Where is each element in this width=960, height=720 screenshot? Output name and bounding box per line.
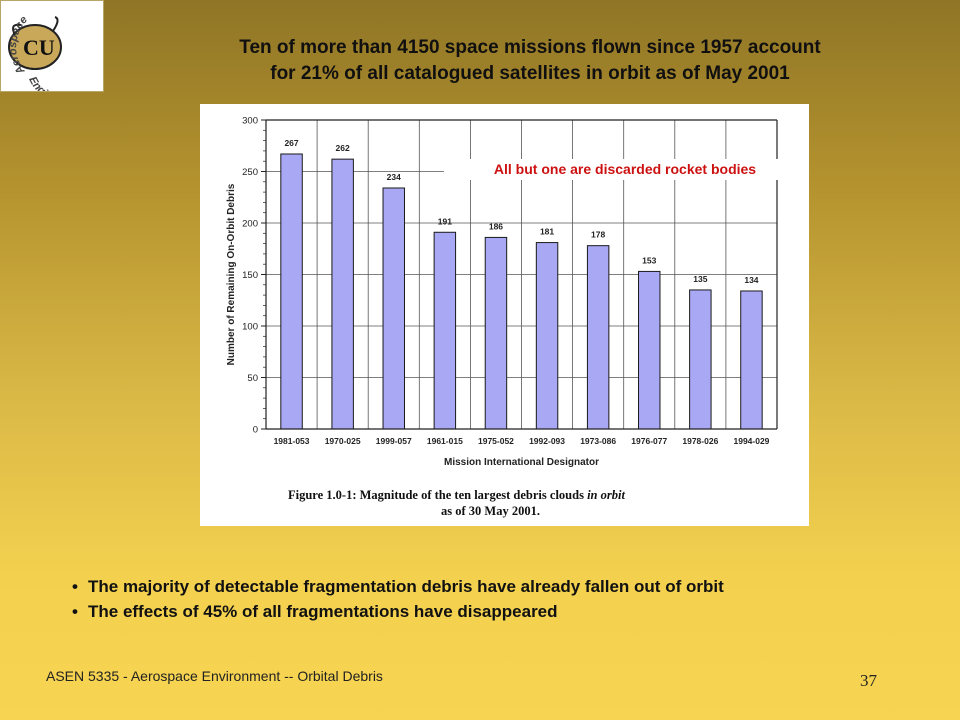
bullet-item: • The effects of 45% of all fragmentation…: [72, 599, 932, 624]
y-axis-label: Number of Remaining On-Orbit Debris: [226, 183, 237, 365]
bar-value-label: 191: [438, 216, 452, 226]
bar-value-label: 267: [284, 138, 298, 148]
buffalo-icon: [8, 16, 62, 70]
x-tick-label: 1973-086: [580, 436, 616, 446]
y-tick-label: 50: [247, 373, 258, 384]
bullet-text: The effects of 45% of all fragmentations…: [88, 602, 558, 621]
bar-1976-077: [638, 270, 661, 430]
bar-1994-029: [740, 290, 763, 430]
bar-1981-053: [280, 153, 303, 430]
bullet-item: • The majority of detectable fragmentatio…: [72, 574, 932, 599]
bar-value-label: 186: [489, 221, 503, 231]
bar-1973-086: [586, 245, 610, 430]
cu-aerospace-logo: CU Aerospace Engineering: [0, 0, 104, 92]
bar-value-label: 135: [693, 274, 707, 284]
bar-1999-057: [382, 187, 405, 430]
x-tick-label: 1994-029: [733, 436, 769, 446]
bar-1992-093: [535, 242, 559, 430]
bar-1975-052: [484, 236, 508, 430]
y-tick-label: 250: [242, 167, 258, 178]
bullet-marker: •: [72, 602, 78, 621]
x-tick-label: 1976-077: [631, 436, 667, 446]
figure-caption-line2: as of 30 May 2001.: [441, 504, 540, 518]
logo-text-bottom: Engineering: [26, 75, 84, 91]
bar-value-label: 181: [540, 227, 554, 237]
y-tick-label: 300: [242, 116, 258, 127]
bar-1970-025: [331, 158, 354, 430]
slide-footer: ASEN 5335 - Aerospace Environment -- Orb…: [46, 668, 383, 684]
y-tick-label: 200: [242, 219, 258, 230]
x-tick-label: 1970-025: [325, 436, 361, 446]
bullet-list: • The majority of detectable fragmentatio…: [72, 574, 932, 624]
x-tick-label: 1999-057: [376, 436, 412, 446]
slide-title-line2: for 21% of all catalogued satellites in …: [270, 63, 790, 84]
figure-caption-line1: Figure 1.0-1: Magnitude of the ten large…: [288, 488, 625, 502]
x-axis-label: Mission International Designator: [444, 457, 599, 468]
annotation-background: [444, 159, 806, 180]
y-tick-label: 100: [242, 322, 258, 333]
y-tick-label: 0: [253, 425, 258, 436]
debris-chart: 0 50 100 150 200 250 300 267 1981-053 262 1970-025…: [200, 104, 809, 526]
x-tick-label: 1961-015: [427, 436, 463, 446]
bar-1961-015: [433, 231, 457, 430]
chart-svg: 0 50 100 150 200 250 300 267 1981-053 262 1970-025…: [226, 116, 806, 518]
bar-value-label: 134: [744, 275, 758, 285]
page-number: 37: [860, 671, 877, 690]
chart-annotation: All but one are discarded rocket bodies: [494, 161, 756, 177]
bar-1978-026: [689, 289, 712, 430]
figure-caption-prefix: Figure 1.0-1: Magnitude of the ten large…: [288, 488, 587, 502]
x-tick-label: 1992-093: [529, 436, 565, 446]
bullet-marker: •: [72, 577, 78, 596]
bar-value-label: 153: [642, 255, 656, 265]
slide-title-line1: Ten of more than 4150 space missions flo…: [239, 37, 821, 58]
bar-value-label: 262: [336, 143, 350, 153]
logo-monogram: CU: [23, 35, 55, 60]
bullet-text: The majority of detectable fragmentation…: [88, 577, 724, 596]
figure-caption-italic: in orbit: [587, 488, 625, 502]
x-tick-label: 1978-026: [682, 436, 718, 446]
bar-value-label: 234: [387, 172, 401, 182]
bar-value-label: 178: [591, 230, 605, 240]
y-tick-label: 150: [242, 270, 258, 281]
x-tick-label: 1981-053: [274, 436, 310, 446]
x-tick-label: 1975-052: [478, 436, 514, 446]
